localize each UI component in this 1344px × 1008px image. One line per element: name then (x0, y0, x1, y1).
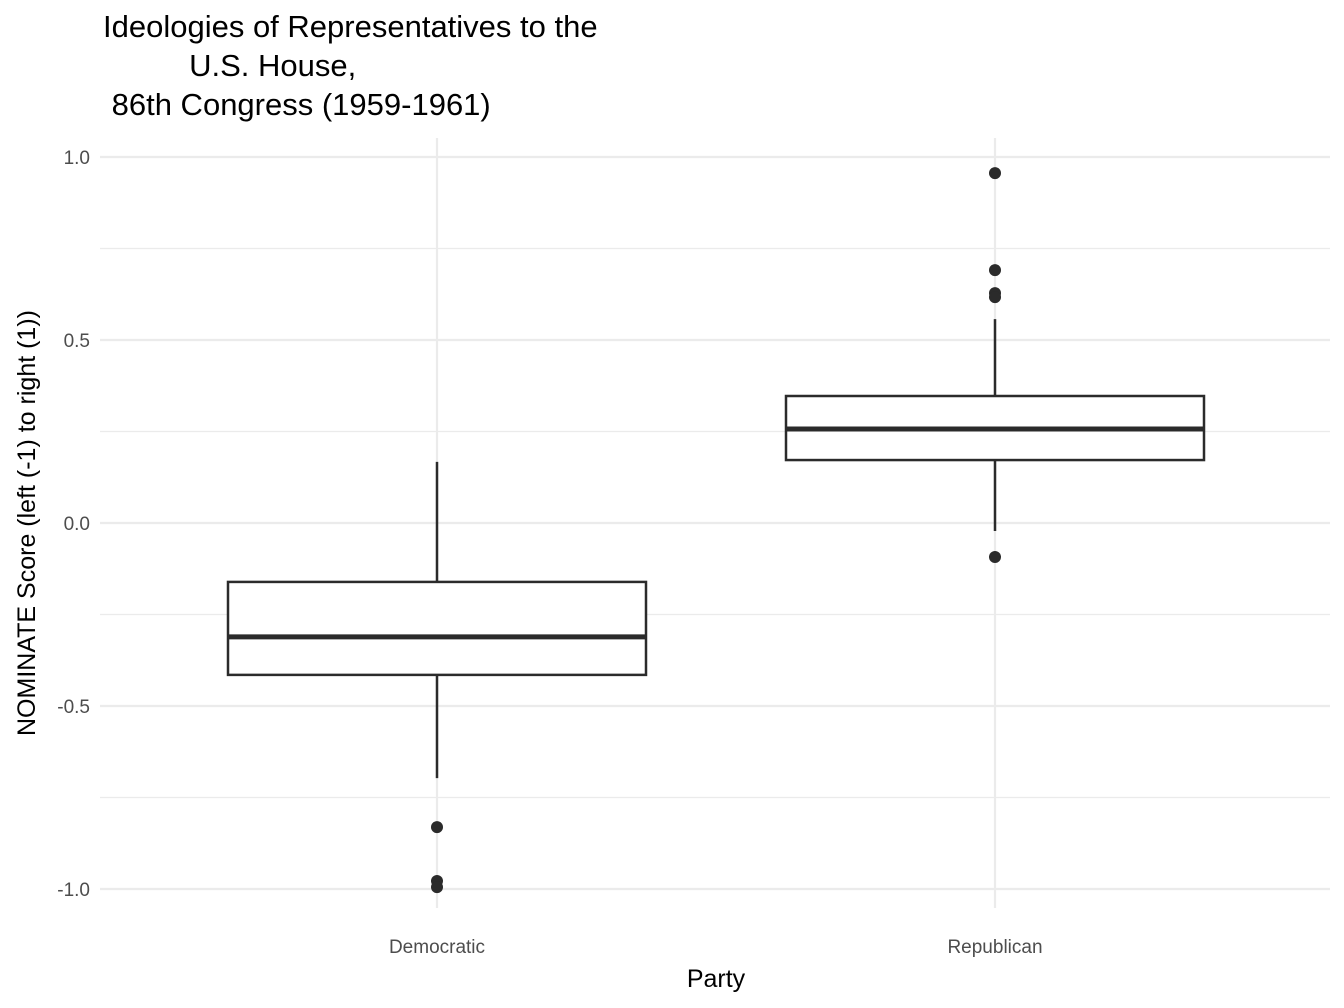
chart-title-line-3: 86th Congress (1959-1961) (103, 87, 491, 122)
y-tick-label: 0.5 (64, 331, 90, 352)
outlier-point (431, 881, 443, 894)
outlier-point (989, 264, 1001, 277)
chart-title-line-1: Ideologies of Representatives to the (103, 9, 598, 44)
x-axis-title: Party (687, 965, 746, 993)
outlier-point (989, 291, 1001, 304)
x-tick-label: Republican (947, 937, 1042, 958)
y-axis-title: NOMINATE Score (left (-1) to right (1)) (13, 310, 41, 736)
y-tick-label: 0.0 (64, 514, 90, 535)
x-axis: Democratic Republican (389, 937, 1043, 958)
y-tick-label: 1.0 (64, 148, 90, 169)
chart-title-line-2: U.S. House, (103, 48, 357, 83)
x-tick-label: Democratic (389, 937, 485, 958)
outlier-point (989, 551, 1001, 564)
box-republican (784, 167, 1206, 564)
outlier-point (431, 821, 443, 834)
y-axis: 1.0 0.5 0.0 -0.5 -1.0 (57, 148, 90, 901)
grid-lines (100, 138, 1330, 908)
iqr-box (226, 580, 648, 677)
outlier-point (989, 167, 1001, 180)
y-tick-label: -0.5 (57, 697, 90, 718)
box-democratic (226, 461, 648, 894)
y-tick-label: -1.0 (57, 880, 90, 901)
box-series (226, 167, 1206, 894)
